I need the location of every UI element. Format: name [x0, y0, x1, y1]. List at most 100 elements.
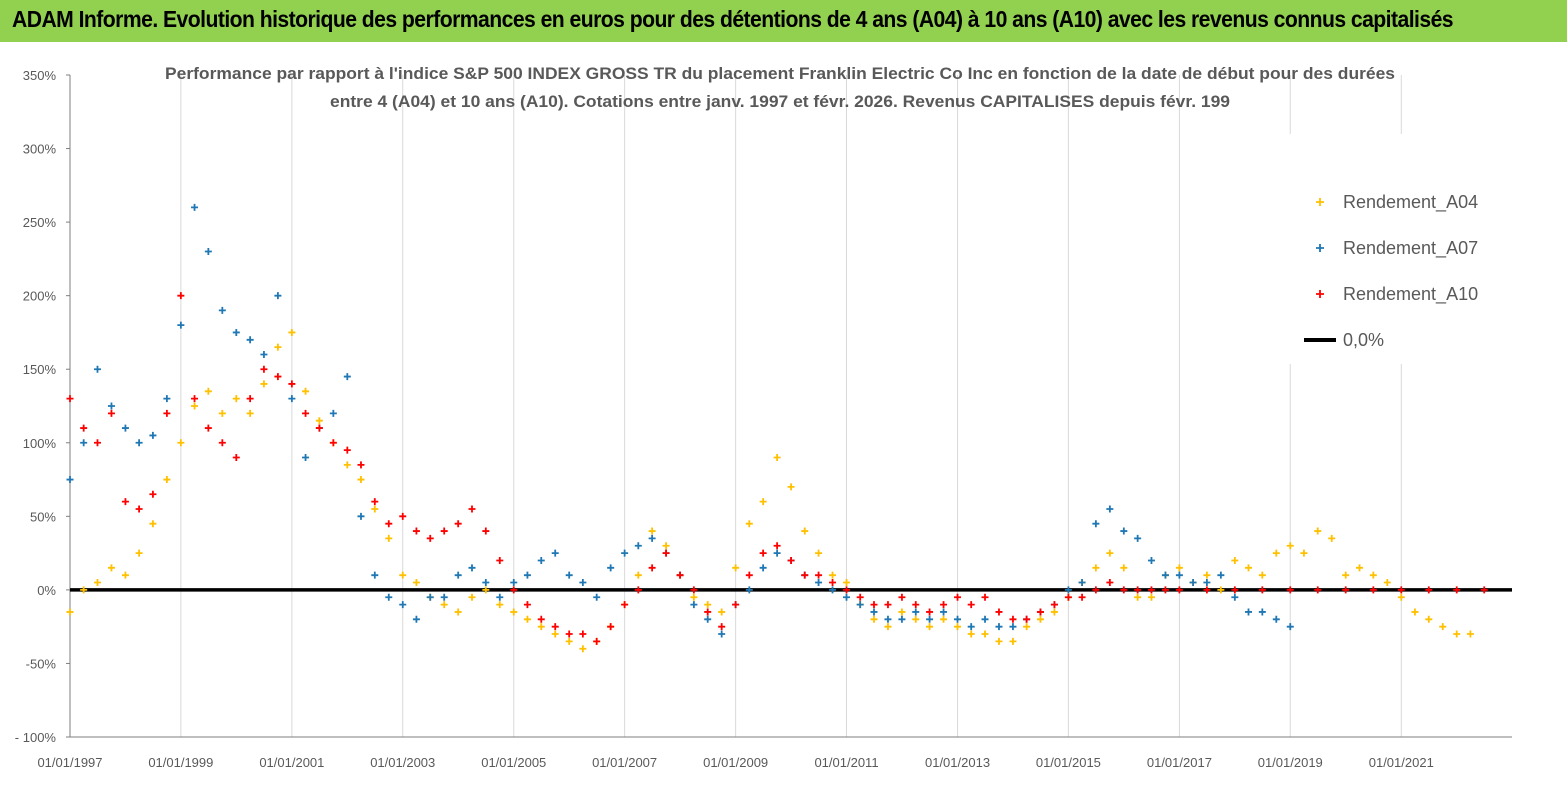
rendement-a04-point — [537, 623, 545, 631]
x-tick-label: 01/01/1997 — [37, 755, 102, 770]
rendement-a04-point — [1272, 549, 1280, 557]
rendement-a07-point — [759, 564, 767, 572]
legend-swatch — [1316, 244, 1324, 252]
rendement-a10-point — [93, 439, 101, 447]
rendement-a07-point — [537, 556, 545, 564]
rendement-a07-point — [551, 549, 559, 557]
rendement-a04-point — [496, 601, 504, 609]
rendement-a07-point — [1272, 615, 1280, 623]
rendement-a10-point — [1175, 586, 1183, 594]
rendement-a07-point — [579, 579, 587, 587]
rendement-a10-point — [1161, 586, 1169, 594]
rendement-a04-point — [1120, 564, 1128, 572]
rendement-a10-point — [385, 520, 393, 528]
rendement-a04-point — [274, 343, 282, 351]
rendement-a04-point — [634, 571, 642, 579]
rendement-a07-point — [898, 615, 906, 623]
rendement-a10-point — [954, 593, 962, 601]
rendement-a07-point — [302, 453, 310, 461]
rendement-a04-point — [1258, 571, 1266, 579]
rendement-a07-point — [121, 424, 129, 432]
y-tick-label: 350% — [23, 68, 57, 83]
rendement-a07-point — [634, 542, 642, 550]
rendement-a04-point — [870, 615, 878, 623]
axes — [66, 74, 1512, 738]
rendement-a07-point — [412, 615, 420, 623]
rendement-a10-point — [967, 601, 975, 609]
rendement-a10-point — [274, 373, 282, 381]
rendement-a07-point — [565, 571, 573, 579]
rendement-a10-point — [1120, 586, 1128, 594]
legend-label: 0,0% — [1343, 330, 1384, 350]
rendement-a04-point — [454, 608, 462, 616]
rendement-a04-point — [801, 527, 809, 535]
rendement-a10-point — [607, 623, 615, 631]
rendement-a10-point — [80, 424, 88, 432]
rendement-a04-point — [967, 630, 975, 638]
rendement-a10-point — [496, 556, 504, 564]
rendement-a10-point — [843, 586, 851, 594]
rendement-a04-point — [1286, 542, 1294, 550]
rendement-a07-point — [80, 439, 88, 447]
rendement-a04-point — [1245, 564, 1253, 572]
rendement-a07-point — [967, 623, 975, 631]
rendement-a07-point — [1009, 623, 1017, 631]
rendement-a04-point — [163, 476, 171, 484]
rendement-a10-point — [1231, 586, 1239, 594]
rendement-a07-point — [385, 593, 393, 601]
rendement-a04-point — [315, 417, 323, 425]
rendement-a07-point — [177, 321, 185, 329]
rendement-a10-point — [1134, 586, 1142, 594]
rendement-a07-point — [523, 571, 531, 579]
rendement-a07-point — [745, 586, 753, 594]
rendement-a04-point — [1383, 579, 1391, 587]
rendement-a07-point — [648, 534, 656, 542]
y-tick-label: 250% — [23, 215, 57, 230]
rendement-a10-point — [579, 630, 587, 638]
legend-label: Rendement_A07 — [1343, 238, 1478, 259]
rendement-a10-point — [232, 453, 240, 461]
rendement-a04-point — [1203, 571, 1211, 579]
y-tick-label: 150% — [23, 362, 57, 377]
rendement-a04-point — [648, 527, 656, 535]
rendement-a10-point — [1050, 601, 1058, 609]
x-tick-label: 01/01/2003 — [370, 755, 435, 770]
rendement-a07-point — [1092, 520, 1100, 528]
rendement-a10-point — [163, 409, 171, 417]
rendement-a04-point — [1300, 549, 1308, 557]
rendement-a04-point — [357, 476, 365, 484]
rendement-a07-point — [107, 402, 115, 410]
rendement-a10-point — [745, 571, 753, 579]
rendement-a10-point — [995, 608, 1003, 616]
y-tick-label: 0% — [37, 583, 56, 598]
rendement-a07-point — [940, 608, 948, 616]
rendement-a04-point — [343, 461, 351, 469]
rendement-a07-point — [454, 571, 462, 579]
rendement-a04-point — [1356, 564, 1364, 572]
rendement-a07-point — [607, 564, 615, 572]
y-tick-label: - 100% — [15, 730, 57, 745]
rendement-a04-point — [1231, 556, 1239, 564]
rendement-a07-point — [496, 593, 504, 601]
rendement-a07-point — [357, 512, 365, 520]
rendement-a10-point — [732, 601, 740, 609]
title-banner: ADAM Informe. Evolution historique des p… — [0, 0, 1567, 42]
rendement-a04-point — [468, 593, 476, 601]
rendement-a10-point — [1397, 586, 1405, 594]
rendement-a04-point — [218, 409, 226, 417]
x-tick-label: 01/01/2019 — [1258, 755, 1323, 770]
rendement-a07-point — [149, 431, 157, 439]
rendement-a07-point — [1120, 527, 1128, 535]
x-tick-label: 01/01/2009 — [703, 755, 768, 770]
rendement-a10-point — [690, 586, 698, 594]
rendement-a04-point — [1453, 630, 1461, 638]
rendement-a04-point — [954, 623, 962, 631]
rendement-a07-point — [593, 593, 601, 601]
rendement-a07-point — [482, 579, 490, 587]
rendement-a10-point — [704, 608, 712, 616]
rendement-a04-point — [1106, 549, 1114, 557]
rendement-a10-point — [440, 527, 448, 535]
rendement-a04-point — [260, 380, 268, 388]
rendement-a04-point — [551, 630, 559, 638]
rendement-a07-point — [1175, 571, 1183, 579]
